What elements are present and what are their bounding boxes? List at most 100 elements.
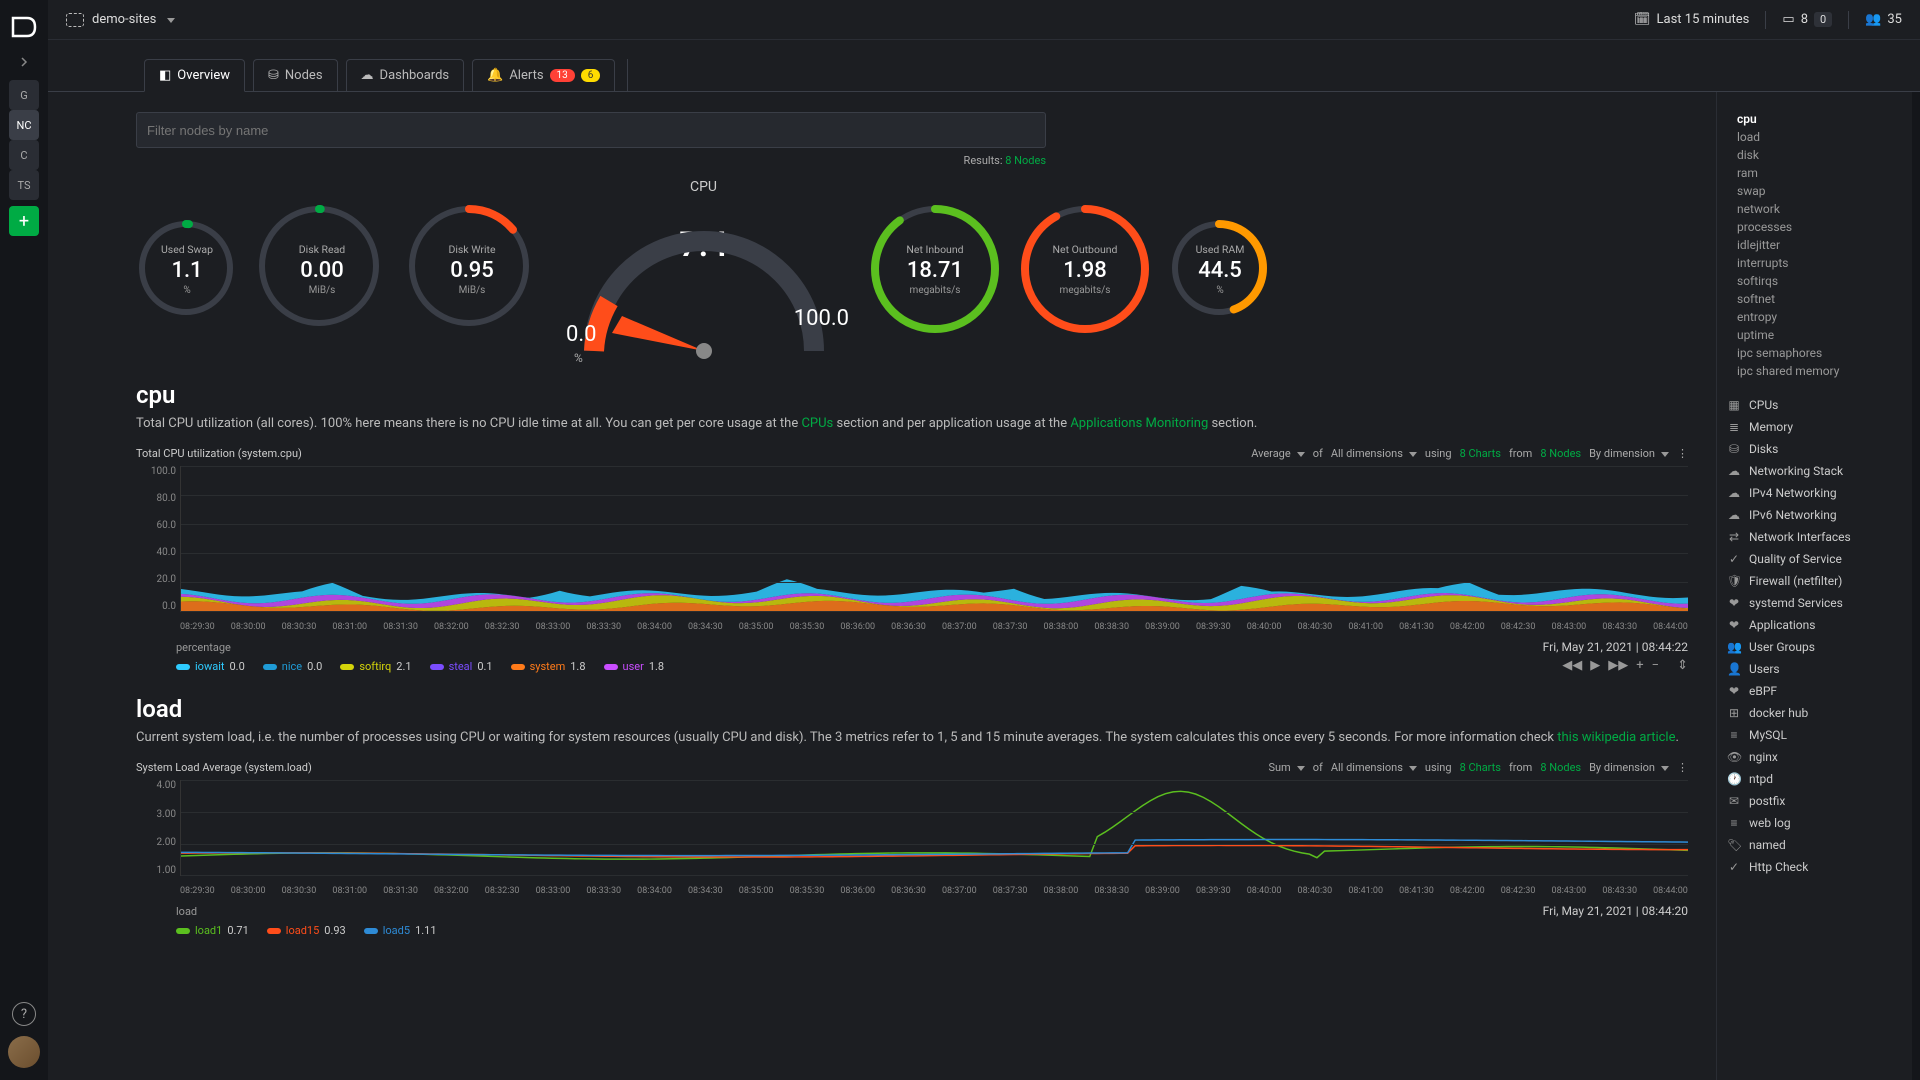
- nav-main-postfix[interactable]: ✉postfix: [1727, 790, 1902, 812]
- legend-swatch: [176, 664, 190, 670]
- nav-main-quality-of-service[interactable]: ✓Quality of Service: [1727, 548, 1902, 570]
- dd-aggregate[interactable]: Sum: [1268, 761, 1304, 774]
- nav-main-network-interfaces[interactable]: ⇄Network Interfaces: [1727, 526, 1902, 548]
- chart-plot[interactable]: [180, 780, 1688, 876]
- charts-count[interactable]: 8 Charts: [1460, 447, 1501, 460]
- nav-main-named[interactable]: 🏷named: [1727, 834, 1902, 856]
- legend-item-system[interactable]: system 1.8: [511, 660, 586, 673]
- nav-sub-uptime[interactable]: uptime: [1727, 326, 1902, 344]
- workspace-switcher[interactable]: demo-sites: [66, 12, 175, 27]
- more-icon[interactable]: ⋮: [1677, 761, 1688, 774]
- nodes-count[interactable]: 8 Nodes: [1540, 761, 1581, 774]
- time-range-picker[interactable]: 🗓 Last 15 minutes: [1634, 12, 1749, 27]
- nav-main-mysql[interactable]: ≡MySQL: [1727, 724, 1902, 746]
- nav-main-cpus[interactable]: ▦CPUs: [1727, 394, 1902, 416]
- resize-icon[interactable]: ⇕: [1677, 658, 1688, 673]
- filter-input[interactable]: [136, 112, 1046, 148]
- dd-dimensions[interactable]: All dimensions: [1331, 447, 1417, 460]
- sidebar-item-nc[interactable]: NC: [9, 110, 39, 140]
- dd-dimensions[interactable]: All dimensions: [1331, 761, 1417, 774]
- nav-main-users[interactable]: 👤Users: [1727, 658, 1902, 680]
- nav-sub-softirqs[interactable]: softirqs: [1727, 272, 1902, 290]
- nav-sub-ipc-semaphores[interactable]: ipc semaphores: [1727, 344, 1902, 362]
- nav-sub-ram[interactable]: ram: [1727, 164, 1902, 182]
- zoom-out-icon[interactable]: −: [1652, 658, 1659, 673]
- legend-item-load1[interactable]: load1 0.71: [176, 924, 249, 937]
- link-apps-monitoring[interactable]: Applications Monitoring: [1070, 416, 1208, 431]
- legend-item-load15[interactable]: load15 0.93: [267, 924, 346, 937]
- alerts-critical-badge: 13: [550, 69, 575, 82]
- dd-groupby[interactable]: By dimension: [1589, 761, 1669, 774]
- gauge-unit: %: [574, 351, 583, 365]
- forward-icon[interactable]: ▶▶: [1608, 658, 1628, 673]
- nav-sub-ipc-shared-memory[interactable]: ipc shared memory: [1727, 362, 1902, 380]
- nav-sub-processes[interactable]: processes: [1727, 218, 1902, 236]
- tab-label: Overview: [177, 68, 230, 83]
- users-indicator[interactable]: 👥 35: [1865, 12, 1902, 27]
- nav-main-ntpd[interactable]: 🕐ntpd: [1727, 768, 1902, 790]
- nodes-indicator[interactable]: ▭ 8 0: [1782, 12, 1832, 27]
- expand-sidebar-icon[interactable]: [9, 50, 39, 74]
- nav-sub-entropy[interactable]: entropy: [1727, 308, 1902, 326]
- legend-item-iowait[interactable]: iowait 0.0: [176, 660, 245, 673]
- nav-main-nginx[interactable]: 👁nginx: [1727, 746, 1902, 768]
- sidebar-item-c[interactable]: C: [9, 140, 39, 170]
- dd-aggregate[interactable]: Average: [1251, 447, 1305, 460]
- nav-icon: ✉: [1727, 794, 1741, 808]
- chart-title: System Load Average (system.load): [136, 761, 312, 774]
- nav-main-applications[interactable]: ❤Applications: [1727, 614, 1902, 636]
- nav-main-http-check[interactable]: ✓Http Check: [1727, 856, 1902, 878]
- logo-icon[interactable]: [0, 10, 48, 44]
- gauge-unit: megabits/s: [910, 285, 961, 296]
- nav-main-memory[interactable]: ≣Memory: [1727, 416, 1902, 438]
- zoom-in-icon[interactable]: +: [1636, 658, 1643, 673]
- nav-main-docker-hub[interactable]: ⊞docker hub: [1727, 702, 1902, 724]
- nav-sub-cpu[interactable]: cpu: [1727, 110, 1902, 128]
- avatar[interactable]: [8, 1036, 40, 1068]
- tab-nodes[interactable]: ⛁ Nodes: [253, 59, 338, 91]
- legend-item-nice[interactable]: nice 0.0: [263, 660, 323, 673]
- nav-sub-interrupts[interactable]: interrupts: [1727, 254, 1902, 272]
- dd-groupby[interactable]: By dimension: [1589, 447, 1669, 460]
- nav-icon: ✓: [1727, 860, 1741, 874]
- nav-main-user-groups[interactable]: 👥User Groups: [1727, 636, 1902, 658]
- workspace-icon: [66, 13, 84, 27]
- add-space-button[interactable]: +: [9, 206, 39, 236]
- node-icon: ▭: [1782, 12, 1794, 27]
- chart-plot[interactable]: [180, 466, 1688, 612]
- chart-toolbar: ◀◀ ▶ ▶▶ + − ⇕: [1562, 658, 1688, 673]
- more-icon[interactable]: ⋮: [1677, 447, 1688, 460]
- gauges-row: Used Swap 1.1 % Disk Read 0.00 MiB/s Dis…: [136, 179, 1688, 359]
- scrollbar[interactable]: [1912, 92, 1920, 1080]
- nav-sub-disk[interactable]: disk: [1727, 146, 1902, 164]
- link-cpus[interactable]: CPUs: [801, 416, 833, 431]
- nav-main-networking-stack[interactable]: ☁Networking Stack: [1727, 460, 1902, 482]
- sidebar-item-ts[interactable]: TS: [9, 170, 39, 200]
- legend-item-load5[interactable]: load5 1.11: [364, 924, 437, 937]
- legend-item-user[interactable]: user 1.8: [604, 660, 665, 673]
- help-icon[interactable]: ?: [12, 1002, 36, 1026]
- nav-sub-softnet[interactable]: softnet: [1727, 290, 1902, 308]
- play-icon[interactable]: ▶: [1590, 658, 1600, 673]
- nav-sub-network[interactable]: network: [1727, 200, 1902, 218]
- tab-alerts[interactable]: 🔔 Alerts 13 6: [472, 59, 615, 91]
- nav-sub-idlejitter[interactable]: idlejitter: [1727, 236, 1902, 254]
- legend-item-softirq[interactable]: softirq 2.1: [340, 660, 411, 673]
- legend-item-steal[interactable]: steal 0.1: [430, 660, 493, 673]
- nav-main-firewall-(netfilter)[interactable]: 🛡Firewall (netfilter): [1727, 570, 1902, 592]
- nav-main-ebpf[interactable]: ❤eBPF: [1727, 680, 1902, 702]
- nav-main-ipv4-networking[interactable]: ☁IPv4 Networking: [1727, 482, 1902, 504]
- nav-sub-swap[interactable]: swap: [1727, 182, 1902, 200]
- nav-main-ipv6-networking[interactable]: ☁IPv6 Networking: [1727, 504, 1902, 526]
- tab-overview[interactable]: ◧ Overview: [144, 59, 245, 92]
- nodes-count[interactable]: 8 Nodes: [1540, 447, 1581, 460]
- nav-main-disks[interactable]: ⛁Disks: [1727, 438, 1902, 460]
- tab-dashboards[interactable]: ☁ Dashboards: [346, 59, 465, 91]
- rewind-icon[interactable]: ◀◀: [1562, 658, 1582, 673]
- nav-sub-load[interactable]: load: [1727, 128, 1902, 146]
- charts-count[interactable]: 8 Charts: [1460, 761, 1501, 774]
- link-wikipedia[interactable]: this wikipedia article: [1557, 730, 1675, 745]
- sidebar-item-g[interactable]: G: [9, 80, 39, 110]
- nav-main-systemd-services[interactable]: ❤systemd Services: [1727, 592, 1902, 614]
- nav-main-web-log[interactable]: ≡web log: [1727, 812, 1902, 834]
